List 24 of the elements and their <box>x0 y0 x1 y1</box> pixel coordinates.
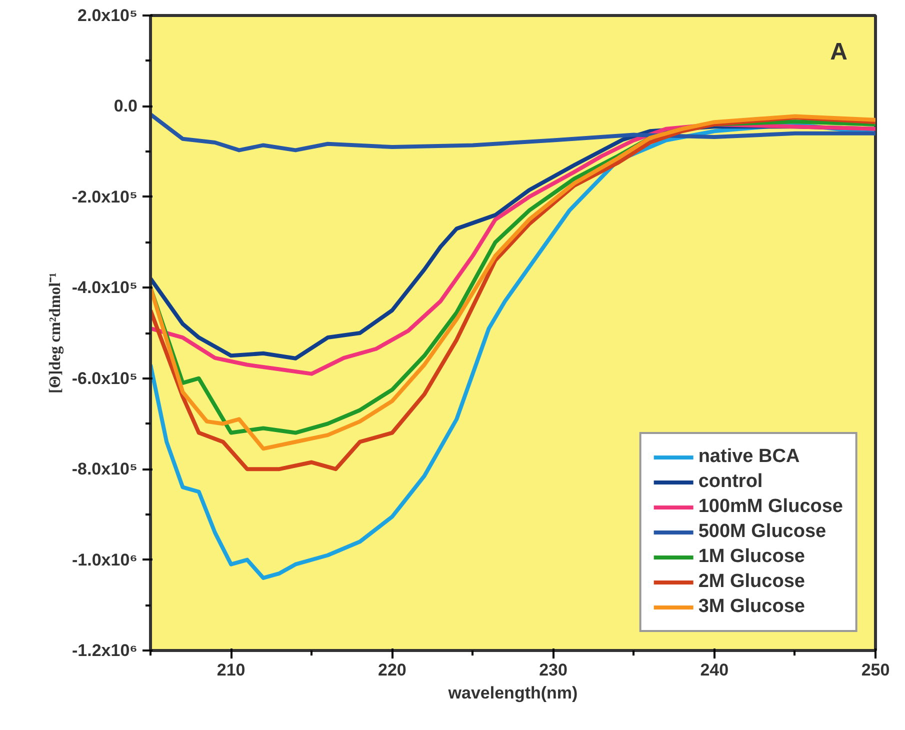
legend-label: native BCA <box>698 446 800 468</box>
y-tick-label: -8.0x10⁵ <box>72 460 138 479</box>
y-tick-label: -1.2x10⁶ <box>72 641 138 660</box>
y-axis-title: [Θ]deg cm²dmol⁻¹ <box>46 272 64 394</box>
y-tick-label: -6.0x10⁵ <box>72 368 138 388</box>
y-tick-label: -4.0x10⁵ <box>72 278 138 298</box>
x-tick-label: 250 <box>861 660 890 680</box>
y-tick-label: 2.0x10⁵ <box>78 6 138 25</box>
legend-label: 2M Glucose <box>698 571 805 593</box>
legend-label: 3M Glucose <box>698 596 805 618</box>
legend-label: 500M Glucose <box>698 521 826 543</box>
x-axis-title: wavelength(nm) <box>447 684 578 702</box>
y-tick-label: 0.0 <box>114 96 138 116</box>
legend-label: 100mM Glucose <box>698 496 843 518</box>
x-tick-label: 230 <box>539 660 568 680</box>
x-tick-label: 220 <box>378 660 406 680</box>
x-tick-label: 240 <box>700 660 729 680</box>
legend-label: control <box>698 471 763 493</box>
y-tick-label: -2.0x10⁵ <box>72 187 138 206</box>
x-tick-label: 210 <box>216 660 246 680</box>
y-tick-label: -1.0x10⁶ <box>72 550 138 570</box>
legend-label: 1M Glucose <box>698 546 805 568</box>
annotation: A <box>830 38 848 66</box>
line-series <box>150 112 876 152</box>
